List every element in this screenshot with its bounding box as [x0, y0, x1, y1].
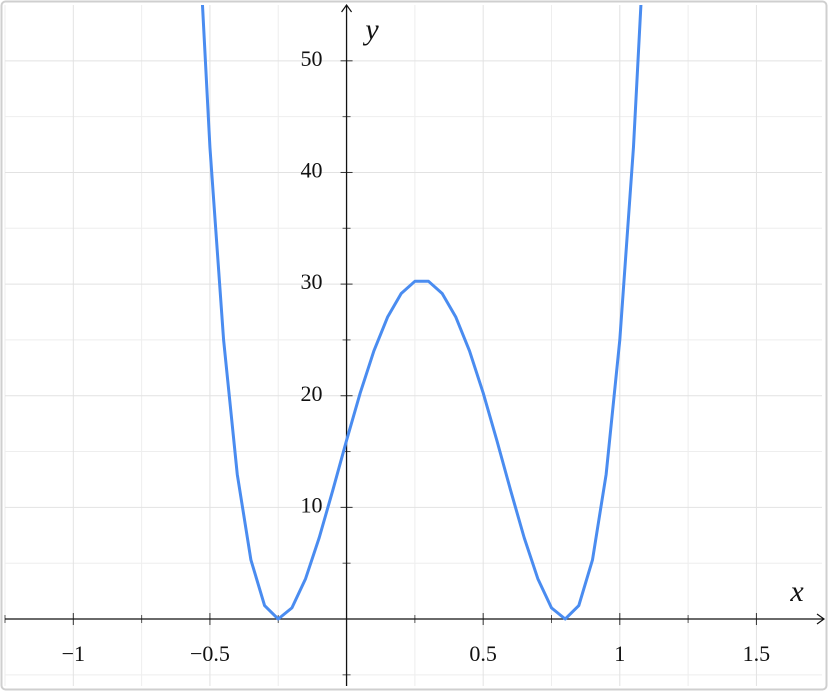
y-tick-label: 30 — [301, 269, 323, 294]
axes: −1 −0.5 0.5 1 1.5 10 20 30 40 50 — [4, 3, 826, 686]
y-axis-arrow — [341, 3, 353, 13]
curve — [200, 5, 643, 621]
x-tick-label: 1 — [614, 641, 625, 666]
x-tick-label: 0.5 — [469, 641, 497, 666]
grid — [4, 5, 822, 686]
y-tick-label: 50 — [301, 46, 323, 71]
y-tick-label: 20 — [301, 381, 323, 406]
x-tick-label: −0.5 — [190, 641, 230, 666]
plot-area — [200, 5, 643, 621]
x-tick-label: 1.5 — [743, 641, 771, 666]
y-tick-label: 40 — [301, 158, 323, 183]
y-axis-label: y — [362, 13, 379, 46]
x-axis-arrow — [816, 613, 826, 625]
x-axis-label: x — [789, 575, 804, 608]
y-tick-label: 10 — [301, 492, 323, 517]
x-tick-label: −1 — [62, 641, 85, 666]
